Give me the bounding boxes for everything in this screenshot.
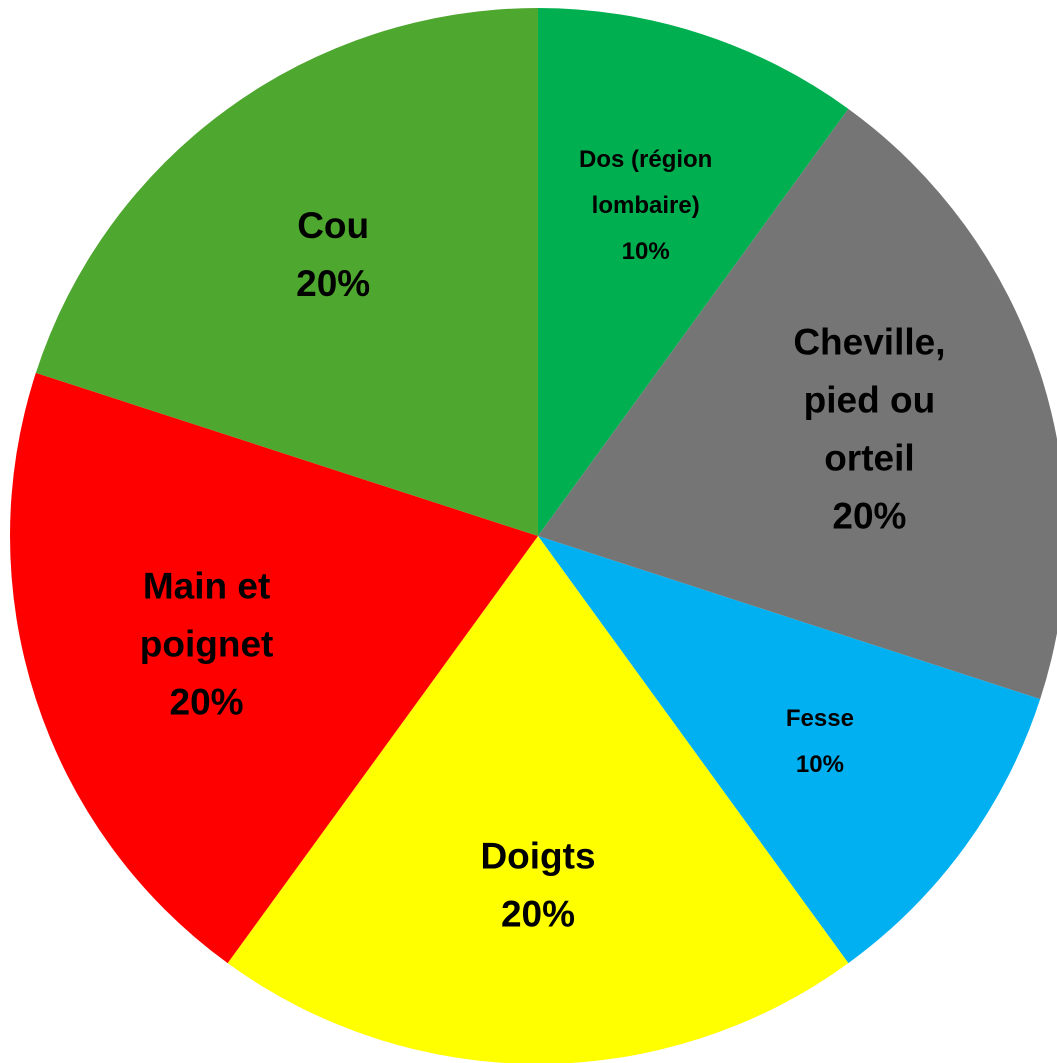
slice-category-label: pied ou	[804, 379, 936, 420]
slice-label-4: Main et poignet 20%	[140, 566, 274, 723]
slice-percent-label: 20%	[170, 682, 244, 723]
slice-category-label: Cou	[297, 205, 369, 246]
pie-labels: Dos (région lombaire) 10% Cheville, pied ou o…	[140, 146, 946, 934]
slice-label-0: Dos (région lombaire) 10%	[579, 146, 712, 265]
pie-slice-2	[538, 536, 1041, 964]
slice-label-2: Fesse 10%	[786, 705, 854, 778]
slice-category-label: poignet	[140, 624, 274, 665]
slice-category-label: Main et	[143, 566, 270, 607]
pie-slice-0	[538, 8, 849, 536]
slice-category-label: orteil	[824, 437, 914, 478]
slice-category-label: Cheville,	[793, 321, 945, 362]
pie-slice-5	[35, 8, 538, 536]
slice-percent-label: 20%	[296, 263, 370, 304]
pie-slice-3	[227, 536, 849, 1063]
pie-slices	[9, 8, 1057, 1063]
pie-slice-1	[538, 108, 1057, 700]
slice-label-1: Cheville, pied ou orteil 20%	[793, 321, 945, 536]
slice-label-3: Doigts 20%	[480, 835, 595, 934]
slice-percent-label: 20%	[832, 495, 906, 536]
slice-category-label: Fesse	[786, 705, 854, 732]
slice-percent-label: 10%	[622, 238, 670, 265]
slice-percent-label: 20%	[501, 893, 575, 934]
slice-label-5: Cou 20%	[296, 205, 370, 304]
slice-category-label: lombaire)	[592, 192, 700, 219]
slice-category-label: Doigts	[480, 835, 595, 876]
pie-slice-4	[9, 372, 538, 964]
slice-percent-label: 10%	[796, 751, 844, 778]
slice-category-label: Dos (région	[579, 146, 712, 173]
